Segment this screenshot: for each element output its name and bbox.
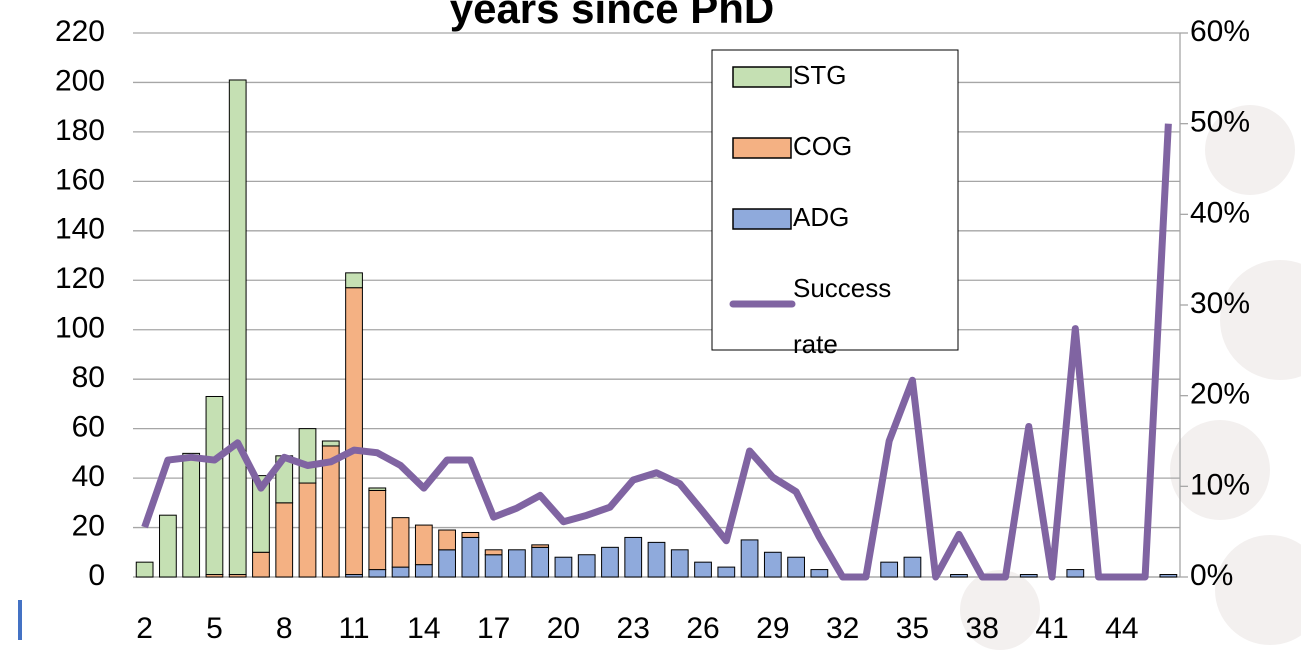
bar-segment bbox=[647, 541, 666, 578]
bar-segment bbox=[740, 539, 759, 578]
y2-tick-label: 50% bbox=[1190, 106, 1250, 139]
y-tick-label: 220 bbox=[55, 15, 105, 48]
bar-segment bbox=[298, 428, 317, 484]
bar-segment bbox=[950, 574, 968, 578]
y2-tick-label: 0% bbox=[1190, 559, 1233, 592]
bar-segment bbox=[461, 536, 480, 578]
bar-segment bbox=[228, 79, 247, 576]
background-decor bbox=[960, 105, 1301, 650]
legend: STG COG ADG Success rate bbox=[711, 49, 959, 359]
bar-segment bbox=[252, 551, 270, 578]
y-tick-label: 140 bbox=[55, 213, 105, 246]
y-tick-label: 0 bbox=[88, 559, 105, 592]
bar-segment bbox=[1019, 574, 1038, 578]
bar-segment bbox=[763, 551, 782, 578]
bar-segment bbox=[880, 561, 899, 578]
bar-segment bbox=[810, 569, 829, 578]
y2-tick-label: 20% bbox=[1190, 378, 1250, 411]
legend-swatch bbox=[732, 66, 792, 88]
bar-segment bbox=[414, 524, 433, 566]
x-tick-label: 32 bbox=[826, 612, 859, 645]
x-tick-label: 17 bbox=[477, 612, 510, 645]
y-tick-label: 120 bbox=[55, 262, 105, 295]
legend-label: ADG bbox=[793, 202, 849, 232]
legend-swatch bbox=[732, 208, 792, 230]
bar-segment bbox=[135, 561, 154, 578]
bar-segment bbox=[531, 546, 550, 578]
y-tick-label: 40 bbox=[72, 460, 105, 493]
x-tick-label: 35 bbox=[896, 612, 929, 645]
bar-segment bbox=[601, 546, 619, 578]
bar-segment bbox=[391, 566, 410, 578]
bar-segment bbox=[531, 544, 550, 548]
chart-title: years since PhD bbox=[450, 0, 775, 32]
bar-segment bbox=[461, 531, 480, 538]
y-tick-label: 160 bbox=[55, 163, 105, 196]
bar-segment bbox=[577, 554, 596, 578]
y2-tick-label: 60% bbox=[1190, 15, 1250, 48]
bar-segment bbox=[368, 569, 387, 578]
y2-tick-label: 10% bbox=[1190, 468, 1250, 501]
x-tick-label: 23 bbox=[617, 612, 650, 645]
bar-segment bbox=[159, 514, 177, 578]
bar-segment bbox=[391, 517, 410, 568]
x-tick-label: 2 bbox=[136, 612, 153, 645]
bar-segment bbox=[670, 549, 689, 578]
y-tick-label: 180 bbox=[55, 114, 105, 147]
line-series bbox=[141, 123, 1172, 581]
bar-segment bbox=[1066, 569, 1085, 578]
legend-label: Success rate bbox=[793, 273, 891, 359]
legend-label: COG bbox=[793, 131, 852, 161]
y2-tick-label: 30% bbox=[1190, 287, 1250, 320]
x-tick-label: 11 bbox=[338, 612, 369, 645]
bar-segment bbox=[368, 489, 387, 571]
legend-swatch bbox=[732, 137, 792, 159]
bar-segment bbox=[903, 556, 922, 578]
x-tick-label: 41 bbox=[1035, 612, 1068, 645]
y-tick-label: 100 bbox=[55, 312, 105, 345]
decor-bar bbox=[18, 600, 22, 640]
bar-segment bbox=[717, 566, 736, 578]
legend-box bbox=[711, 49, 959, 351]
bar-segment bbox=[205, 395, 224, 576]
y-tick-label: 20 bbox=[72, 509, 105, 542]
x-tick-label: 5 bbox=[206, 612, 223, 645]
bar-segment bbox=[787, 556, 805, 578]
y-tick-label: 60 bbox=[72, 411, 105, 444]
bar-segment bbox=[298, 482, 317, 578]
y-tick-label: 80 bbox=[72, 361, 105, 394]
bar-segment bbox=[182, 452, 201, 578]
y2-tick-label: 40% bbox=[1190, 196, 1250, 229]
x-tick-label: 8 bbox=[276, 612, 293, 645]
bar-segment bbox=[345, 272, 363, 289]
bar-segment bbox=[321, 440, 340, 447]
legend-label: STG bbox=[793, 60, 846, 90]
bar-segment bbox=[275, 502, 294, 578]
bar-segment bbox=[438, 549, 456, 578]
bar-segment bbox=[554, 556, 573, 578]
y-tick-label: 200 bbox=[55, 64, 105, 97]
bar-segment bbox=[414, 564, 433, 578]
bar-segment bbox=[438, 529, 456, 551]
bar-segment bbox=[345, 287, 363, 576]
bar-segment bbox=[1159, 574, 1178, 578]
bar-segment bbox=[484, 549, 503, 556]
bar-segment bbox=[624, 536, 643, 578]
x-tick-label: 29 bbox=[756, 612, 789, 645]
x-tick-label: 38 bbox=[966, 612, 999, 645]
bar-segment bbox=[484, 554, 503, 578]
bar-segment bbox=[252, 475, 270, 553]
bar-segment bbox=[368, 487, 387, 491]
x-tick-label: 26 bbox=[686, 612, 719, 645]
x-tick-label: 44 bbox=[1105, 612, 1138, 645]
x-tick-label: 20 bbox=[547, 612, 580, 645]
bar-segment bbox=[508, 549, 526, 578]
x-tick-label: 14 bbox=[407, 612, 440, 645]
bar-segment bbox=[694, 561, 712, 578]
